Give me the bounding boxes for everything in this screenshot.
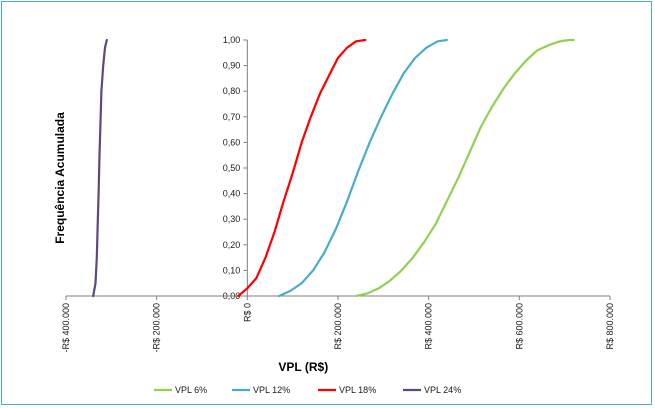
y-tick-label: 0,30 — [223, 214, 241, 224]
legend-label: VPL 6% — [175, 385, 207, 395]
y-tick-label: 0,80 — [223, 86, 241, 96]
legend-label: VPL 18% — [339, 385, 376, 395]
y-tick-label: 0,10 — [223, 265, 241, 275]
x-tick-label: R$ 800.000 — [605, 303, 615, 350]
series-line-4 — [92, 38, 108, 298]
x-tick-label: -R$ 400.000 — [61, 303, 71, 353]
series-line-3 — [237, 38, 367, 298]
y-axis-title: Frequência Acumulada — [53, 112, 67, 244]
x-tick-label: R$ 0 — [242, 303, 252, 322]
legend-label: VPL 12% — [253, 385, 290, 395]
y-tick-label: 0,60 — [223, 137, 241, 147]
legend-label: VPL 24% — [424, 385, 461, 395]
x-tick-label: R$ 400.000 — [424, 303, 434, 350]
y-tick-label: 0,70 — [223, 112, 241, 122]
series-line-1 — [355, 38, 575, 298]
y-tick-label: 0,90 — [223, 61, 241, 71]
y-tick-label: 0,50 — [223, 163, 241, 173]
series-line-2 — [278, 38, 448, 298]
legend: VPL 6% VPL 12% VPL 18% VPL 24% — [154, 385, 461, 395]
y-tick-label: 0,40 — [223, 189, 241, 199]
x-tick-label: R$ 200.000 — [333, 303, 343, 350]
x-axis-title: VPL (R$) — [278, 360, 328, 374]
y-tick-label: 0,20 — [223, 240, 241, 250]
x-axis: -R$ 400.000 -R$ 200.000 R$ 0 R$ 200.000 R$ 4… — [61, 295, 615, 353]
y-tick-label: 1,00 — [223, 35, 241, 45]
series-layer — [92, 38, 575, 298]
x-tick-label: -R$ 200.000 — [152, 303, 162, 353]
y-axis: 0,000,100,200,300,400,500,600,700,800,90… — [223, 35, 248, 301]
x-tick-label: R$ 600.000 — [514, 303, 524, 350]
